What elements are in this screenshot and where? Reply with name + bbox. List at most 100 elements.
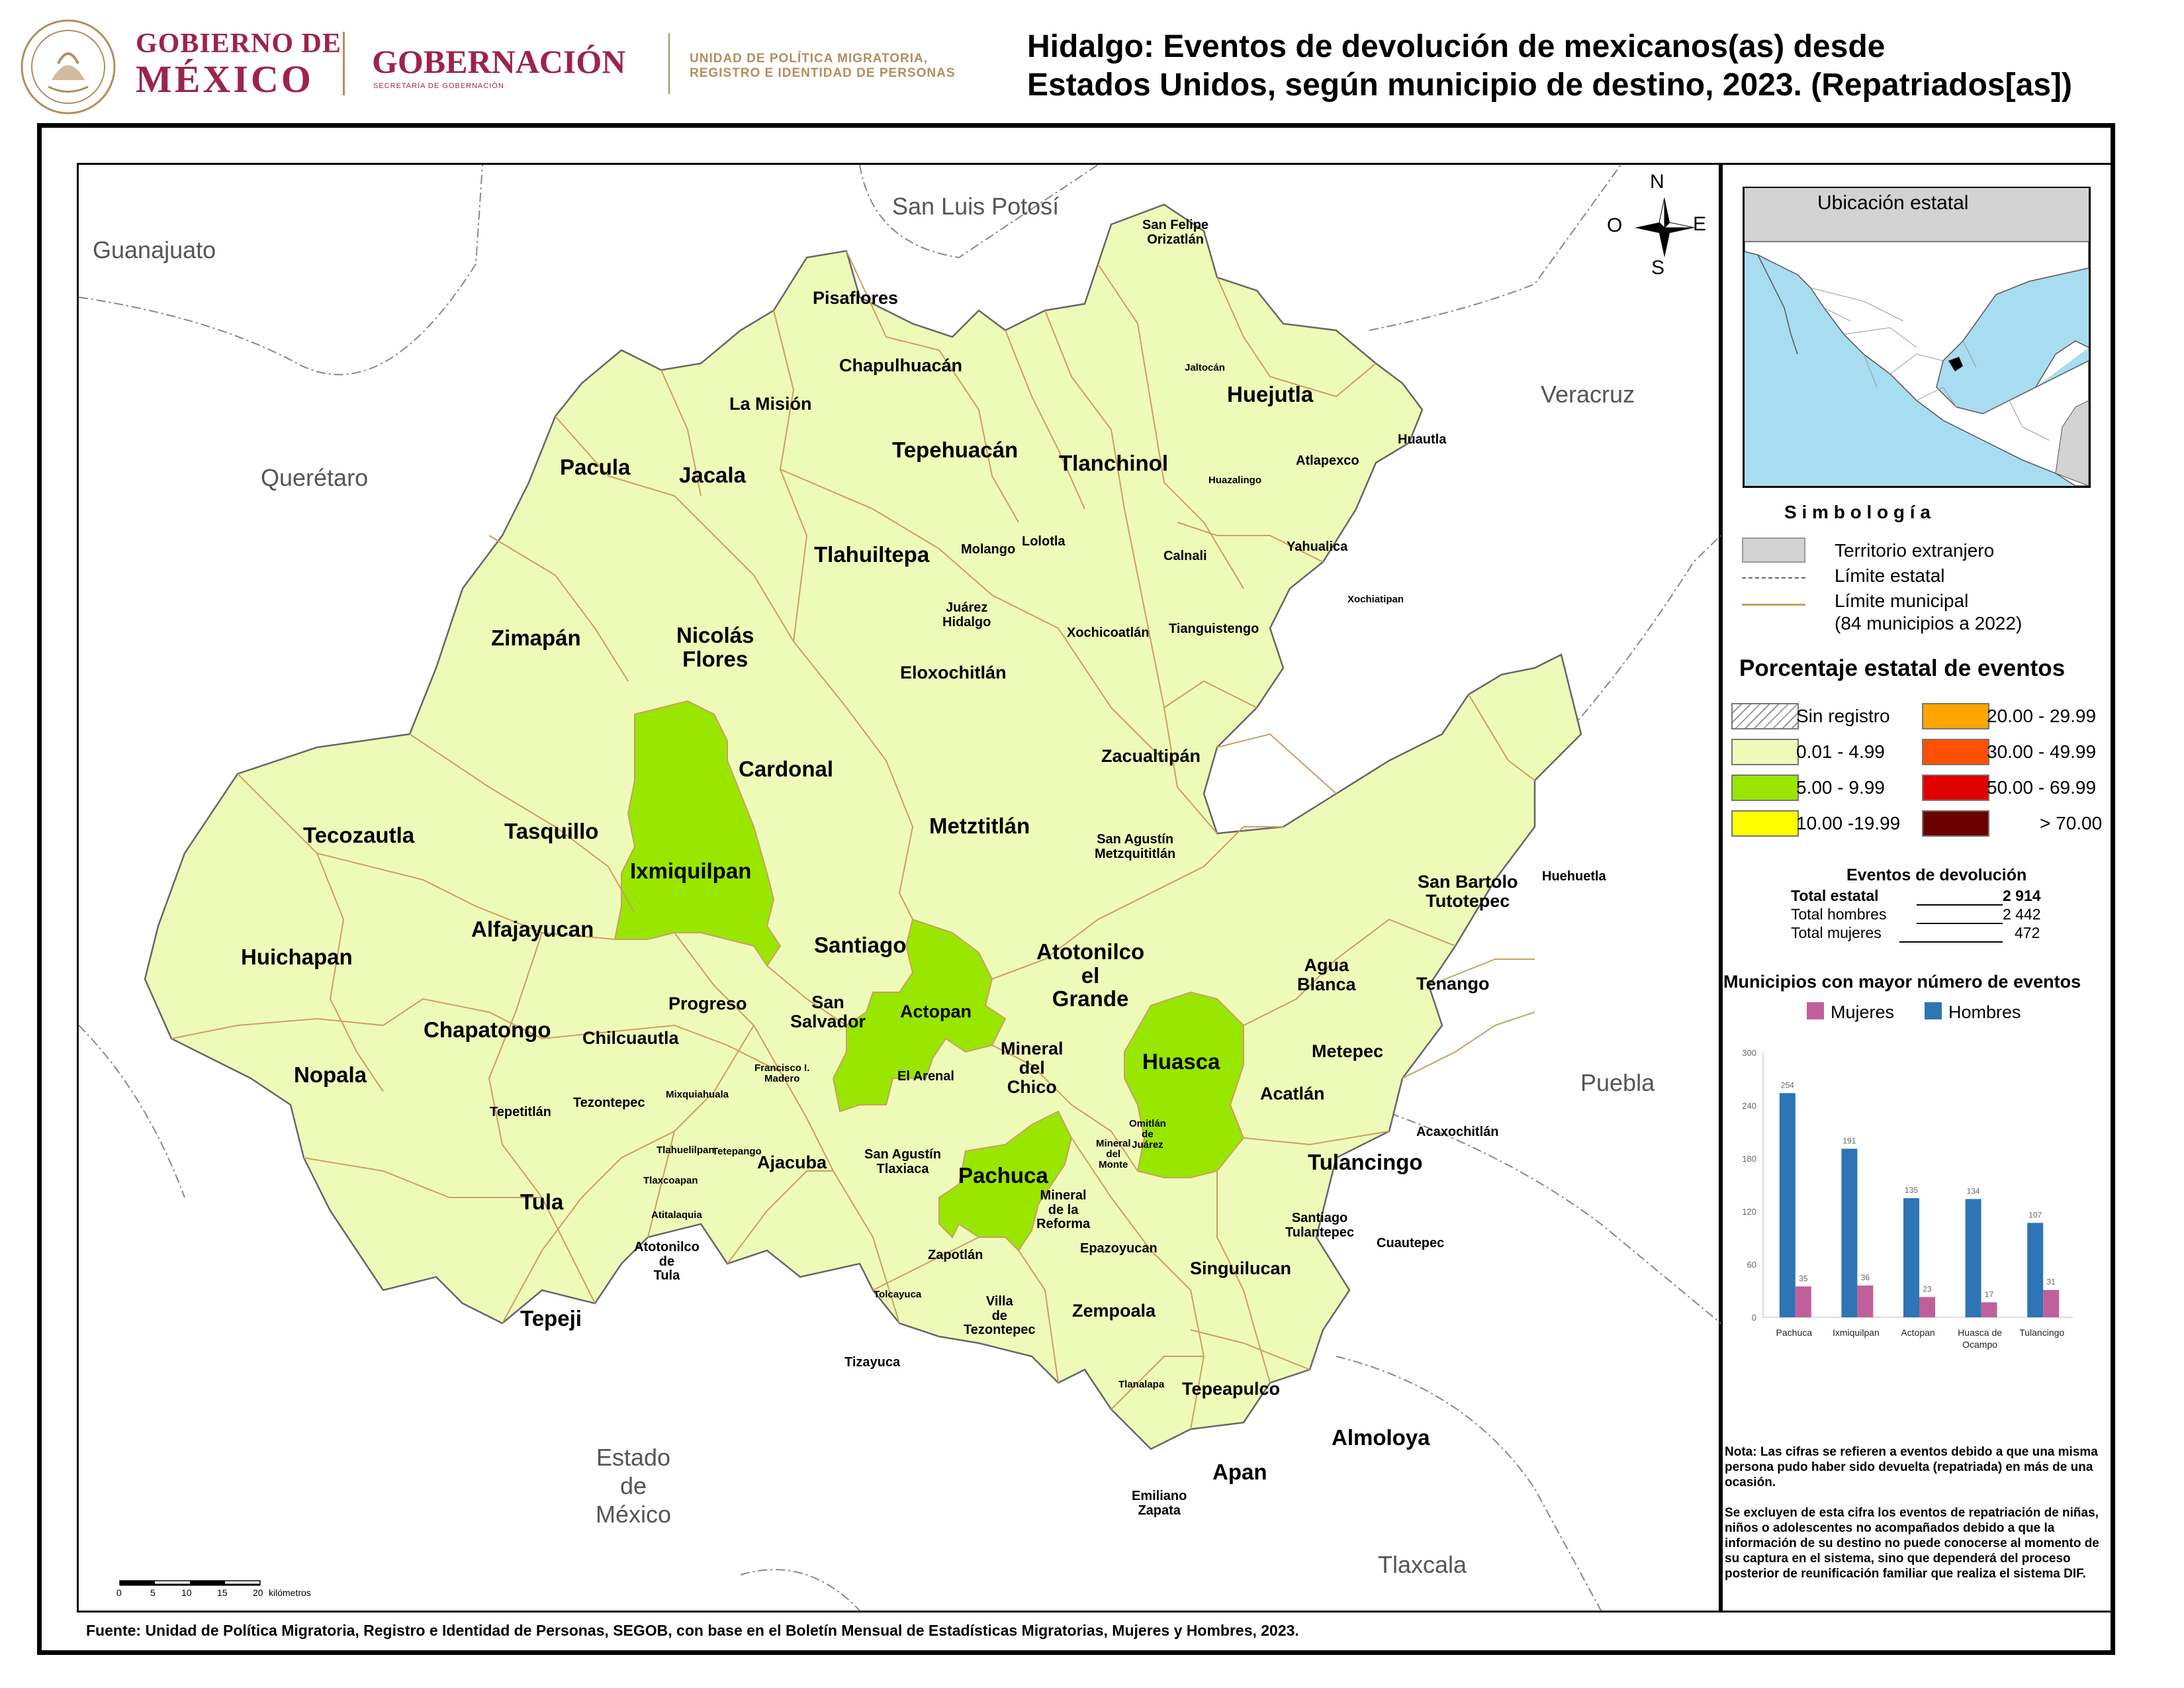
- muni-label: Mixquiahuala: [666, 1089, 729, 1100]
- total-line: [1899, 941, 2003, 943]
- total-state-value: 2 914: [2003, 887, 2041, 904]
- ixmiquilpan-shape: [614, 700, 782, 967]
- muni-label: Tenango: [1416, 974, 1490, 994]
- panel-divider: [1721, 163, 1723, 1613]
- muni-label: Epazoyucan: [1080, 1241, 1158, 1256]
- bar-chart: 0 60 120 180 240 300 254 35 Pachuca 191 36 Ixmiquil…: [1742, 1048, 2073, 1350]
- bar-men: [1903, 1198, 1919, 1317]
- compass-s: S: [1651, 257, 1665, 279]
- huasca-shape: [1124, 991, 1245, 1178]
- muni-label: Huazalingo: [1208, 475, 1262, 486]
- muni-label: Tepeji: [520, 1306, 582, 1331]
- muni-label: Ajacuba: [757, 1152, 827, 1172]
- class-label-5: 30.00 - 49.99: [1987, 741, 2097, 762]
- total-men-value: 2 442: [2003, 906, 2041, 923]
- legend-women-label: Mujeres: [1831, 1002, 1895, 1022]
- inset-map: [1743, 187, 2091, 488]
- muni-label: Molango: [961, 542, 1016, 557]
- muni-label: Cardonal: [739, 757, 834, 781]
- muni-label: Tlanchinol: [1059, 451, 1168, 475]
- muni-label: San Salvador: [790, 992, 866, 1032]
- x-category-label: Tulancingo: [2019, 1327, 2064, 1338]
- muni-label: Tlanalapa: [1118, 1379, 1165, 1390]
- right-frame-line: [2111, 163, 2113, 1613]
- bar-value-label: 35: [1799, 1274, 1808, 1283]
- hidalgo-location-marker: [1948, 357, 1963, 371]
- muni-label: Huichapan: [241, 945, 353, 969]
- gobernacion-title: GOBERNACIÓN: [372, 43, 626, 80]
- note-2: Se excluyen de esta cifra los eventos de…: [1725, 1506, 2099, 1581]
- class-swatch-1: [1731, 739, 1799, 765]
- gob-line2: MÉXICO: [136, 58, 314, 101]
- note-1: Nota: Las cifras se refieren a eventos d…: [1725, 1445, 2098, 1489]
- muni-label: Tlahuiltepa: [814, 542, 930, 567]
- muni-label: Mineral del Chico: [1001, 1039, 1064, 1098]
- muni-label: Pachuca: [958, 1163, 1048, 1188]
- x-category-label: Actopan: [1901, 1327, 1934, 1338]
- muni-label: Tianguistengo: [1169, 622, 1259, 636]
- muni-label: Acatlán: [1260, 1084, 1325, 1103]
- state-label-slp: San Luis Potosí: [892, 193, 1060, 220]
- muni-label: Zempoala: [1072, 1301, 1156, 1321]
- class-swatch-6: [1922, 774, 1989, 801]
- actopan-shape: [832, 918, 1007, 1113]
- compass-rose-icon: [1635, 197, 1695, 258]
- compass-e: E: [1693, 213, 1707, 235]
- muni-label: Atitalaquia: [651, 1209, 702, 1221]
- muni-label: Zimapán: [491, 626, 581, 650]
- muni-label: Xochicoatlán: [1067, 626, 1150, 640]
- muni-label: Chilcuautla: [582, 1028, 679, 1048]
- muni-label: San Bartolo Tutotepec: [1418, 872, 1518, 912]
- muni-label: Tepeapulco: [1182, 1379, 1281, 1399]
- bar-men: [2027, 1223, 2044, 1317]
- class-label-3: 10.00 -19.99: [1796, 813, 1901, 833]
- bar-women: [1857, 1286, 1874, 1317]
- bar-value-label: 134: [1967, 1186, 1980, 1196]
- bar-women: [1919, 1297, 1935, 1317]
- muni-label: Huasca: [1142, 1049, 1220, 1074]
- total-women-value: 472: [2015, 924, 2040, 941]
- footer-source: Fuente: Unidad de Política Migratoria, R…: [86, 1622, 1299, 1639]
- class-swatch-3: [1731, 810, 1799, 837]
- bar-value-label: 191: [1843, 1136, 1856, 1145]
- legend-muni-note: (84 municipios a 2022): [1835, 613, 2023, 633]
- muni-label: San Agustín Tlaxiaca: [864, 1147, 941, 1176]
- header-divider: [343, 32, 345, 95]
- national-seal-icon: [21, 19, 116, 115]
- muni-label: Tula: [520, 1190, 564, 1214]
- y-tick-label: 240: [1742, 1101, 1756, 1111]
- municipal-borders: [171, 250, 1535, 1430]
- muni-label: Tezontepec: [573, 1096, 645, 1110]
- state-label-queretaro: Querétaro: [261, 464, 369, 491]
- class-swatch-7: [1922, 810, 1989, 837]
- hidalgo-map: [79, 165, 1721, 1611]
- compass-o: O: [1607, 214, 1623, 236]
- scale-tick-20: 20: [253, 1587, 263, 1598]
- map-title-line2: Estados Unidos, según municipio de desti…: [1027, 68, 2072, 103]
- muni-label: Pacula: [560, 455, 631, 479]
- muni-label: Pisaflores: [813, 288, 899, 308]
- legend-state-limit: Límite estatal: [1835, 565, 1945, 586]
- muni-label: Santiago Tulantepec: [1285, 1211, 1355, 1240]
- muni-label: Santiago: [814, 933, 907, 957]
- legend-men-label: Hombres: [1948, 1002, 2021, 1022]
- muni-label: Acaxochitlán: [1416, 1125, 1499, 1139]
- muni-label: Tulancingo: [1308, 1150, 1423, 1174]
- scale-bar: [119, 1580, 261, 1586]
- unit-line2: REGISTRO E IDENTIDAD DE PERSONAS: [690, 66, 956, 80]
- muni-label: Lolotla: [1022, 534, 1066, 549]
- legend-men-swatch: [1925, 1002, 1942, 1019]
- total-state-label: Total estatal: [1791, 887, 1879, 904]
- muni-label: Villa de Tezontepec: [964, 1294, 1036, 1338]
- class-label-2: 5.00 - 9.99: [1796, 777, 1885, 798]
- muni-label: El Arenal: [897, 1069, 954, 1084]
- state-label-puebla: Puebla: [1580, 1069, 1655, 1096]
- class-label-7: > 70.00: [2040, 813, 2103, 833]
- muni-label: Tetepango: [712, 1146, 762, 1157]
- bar-women: [2043, 1289, 2060, 1317]
- class-swatch-0: [1731, 703, 1799, 729]
- x-category-label: Huasca de: [1958, 1327, 2002, 1338]
- muni-label: Tlaxcoapan: [643, 1175, 698, 1186]
- muni-label: Tecozautla: [303, 823, 415, 847]
- muni-label: Almoloya: [1332, 1425, 1430, 1450]
